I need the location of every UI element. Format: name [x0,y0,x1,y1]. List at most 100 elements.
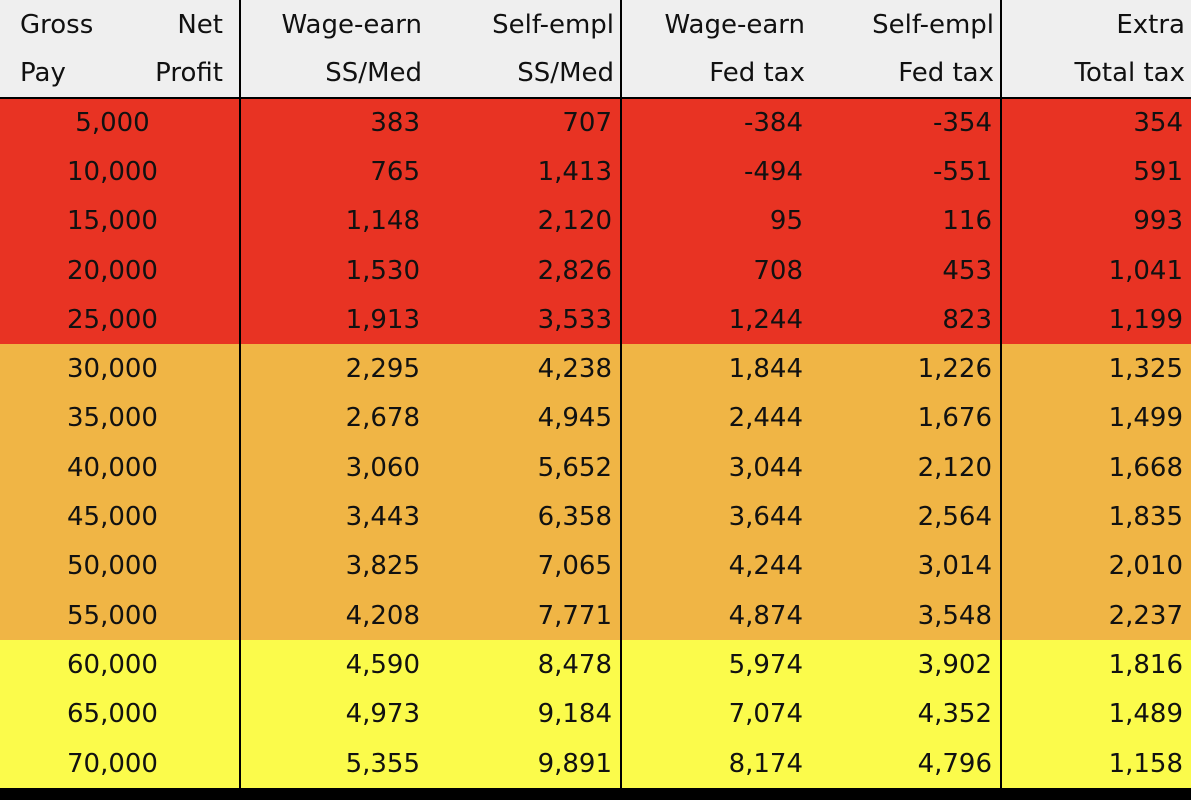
cell-self-ssmed: 4,945 [428,393,622,444]
cell-wage-fed-tax: 708 [621,245,811,296]
table-row: 55,000 4,208 7,771 4,874 3,548 2,237 [0,590,1191,641]
cell-wage-fed-tax: 1,244 [621,295,811,345]
header-extra-bottom: Total tax [1001,49,1191,99]
cell-wage-ssmed: 2,678 [240,393,428,444]
cell-gross-pay: 25,000 [0,295,241,345]
cell-gross-pay: 15,000 [0,196,241,246]
cell-gross-pay: 70,000 [0,738,241,789]
table-row: 65,000 4,973 9,184 7,074 4,352 1,489 [0,689,1191,739]
header-wage-ssmed-bottom: SS/Med [240,49,428,99]
cell-extra-total-tax: 1,325 [1001,344,1191,394]
cell-wage-fed-tax: 8,174 [621,738,811,789]
table-row: 25,000 1,913 3,533 1,244 823 1,199 [0,295,1191,345]
header-self-fed-top: Self-empl [811,0,1002,49]
cell-self-ssmed: 7,065 [428,541,622,591]
header-gross-net-top: Gross Net [0,0,241,49]
cell-wage-ssmed: 765 [240,147,428,197]
cell-wage-fed-tax: 2,444 [621,393,811,444]
cell-self-fed-tax: 2,120 [811,443,1002,493]
cell-self-fed-tax: 3,014 [811,541,1002,591]
table-row: 45,000 3,443 6,358 3,644 2,564 1,835 [0,492,1191,542]
table-row: 15,000 1,148 2,120 95 116 993 [0,196,1191,246]
table-header: Gross Net Wage-earn Self-empl Wage-earn … [0,0,1191,99]
cell-wage-fed-tax: 3,044 [621,443,811,493]
table-row: 35,000 2,678 4,945 2,444 1,676 1,499 [0,393,1191,444]
header-gross-net-bottom: Pay Profit [0,49,241,99]
cell-wage-ssmed: 1,913 [240,295,428,345]
cell-self-fed-tax: 1,676 [811,393,1002,444]
header-row-top: Gross Net Wage-earn Self-empl Wage-earn … [0,0,1191,49]
cell-self-fed-tax: 2,564 [811,492,1002,542]
cell-extra-total-tax: 2,237 [1001,590,1191,641]
header-self-ssmed-bottom: SS/Med [428,49,622,99]
header-pay-label: Pay [20,58,66,88]
cell-wage-ssmed: 4,208 [240,590,428,641]
cell-gross-pay: 50,000 [0,541,241,591]
cell-wage-ssmed: 1,148 [240,196,428,246]
cell-gross-pay: 30,000 [0,344,241,394]
header-row-bottom: Pay Profit SS/Med SS/Med Fed tax Fed tax… [0,49,1191,99]
table-row: 10,000 765 1,413 -494 -551 591 [0,147,1191,197]
cell-self-ssmed: 3,533 [428,295,622,345]
table-row: 5,000 383 707 -384 -354 354 [0,98,1191,148]
cell-wage-fed-tax: 4,244 [621,541,811,591]
cell-self-fed-tax: 1,226 [811,344,1002,394]
cell-self-ssmed: 7,771 [428,590,622,641]
header-wage-fed-bottom: Fed tax [621,49,811,99]
table-row: 50,000 3,825 7,065 4,244 3,014 2,010 [0,541,1191,591]
cell-extra-total-tax: 1,668 [1001,443,1191,493]
cell-wage-fed-tax: 1,844 [621,344,811,394]
cell-self-ssmed: 2,826 [428,245,622,296]
cell-gross-pay: 65,000 [0,689,241,739]
header-net-label: Net [177,9,223,40]
cell-wage-fed-tax: 4,874 [621,590,811,641]
table-row: 30,000 2,295 4,238 1,844 1,226 1,325 [0,344,1191,394]
cell-wage-fed-tax: 7,074 [621,689,811,739]
cell-wage-ssmed: 383 [240,98,428,148]
cell-gross-pay: 20,000 [0,245,241,296]
cell-wage-fed-tax: -384 [621,98,811,148]
cell-wage-ssmed: 3,443 [240,492,428,542]
cell-self-ssmed: 1,413 [428,147,622,197]
cell-self-fed-tax: 823 [811,295,1002,345]
cell-extra-total-tax: 1,489 [1001,689,1191,739]
header-extra-top: Extra [1116,9,1185,40]
table-row: 40,000 3,060 5,652 3,044 2,120 1,668 [0,443,1191,493]
cell-gross-pay: 40,000 [0,443,241,493]
cell-wage-ssmed: 2,295 [240,344,428,394]
cell-self-fed-tax: -551 [811,147,1002,197]
cell-self-fed-tax: 4,796 [811,738,1002,789]
cell-gross-pay: 5,000 [0,98,241,148]
cell-wage-ssmed: 5,355 [240,738,428,789]
table-body: 5,000 383 707 -384 -354 354 10,000 765 1,413 -494… [0,98,1191,789]
cell-self-fed-tax: 3,902 [811,640,1002,690]
cell-extra-total-tax: 1,158 [1001,738,1191,789]
cell-extra-total-tax: 993 [1001,196,1191,246]
table-row: 60,000 4,590 8,478 5,974 3,902 1,816 [0,640,1191,690]
cell-wage-ssmed: 4,973 [240,689,428,739]
cell-self-fed-tax: 4,352 [811,689,1002,739]
cell-self-ssmed: 9,184 [428,689,622,739]
cell-self-ssmed: 8,478 [428,640,622,690]
cell-self-fed-tax: -354 [811,98,1002,148]
cell-self-ssmed: 5,652 [428,443,622,493]
cell-self-ssmed: 2,120 [428,196,622,246]
header-gross-label: Gross [20,9,94,40]
cell-extra-total-tax: 1,499 [1001,393,1191,444]
cell-wage-ssmed: 4,590 [240,640,428,690]
cell-extra-total-tax: 1,816 [1001,640,1191,690]
header-self-ssmed-top: Self-empl [428,0,622,49]
cell-wage-fed-tax: 95 [621,196,811,246]
cell-extra-total-tax: 354 [1001,98,1191,148]
cell-gross-pay: 45,000 [0,492,241,542]
cell-wage-fed-tax: 5,974 [621,640,811,690]
cell-self-ssmed: 4,238 [428,344,622,394]
cell-self-fed-tax: 453 [811,245,1002,296]
table-row: 70,000 5,355 9,891 8,174 4,796 1,158 [0,738,1191,789]
header-self-fed-bottom: Fed tax [811,49,1002,99]
table-row: 20,000 1,530 2,826 708 453 1,041 [0,245,1191,296]
cell-extra-total-tax: 2,010 [1001,541,1191,591]
cell-extra-total-tax: 591 [1001,147,1191,197]
